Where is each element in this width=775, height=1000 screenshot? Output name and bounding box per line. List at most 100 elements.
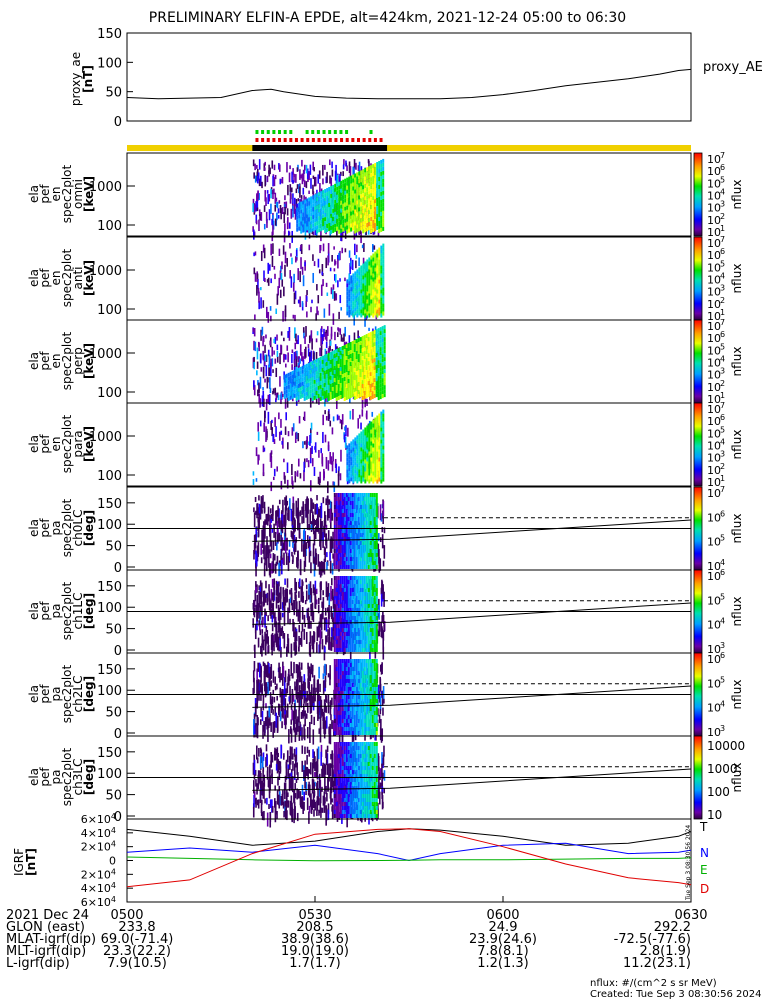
pa-cell bbox=[365, 604, 368, 608]
pa-pixel bbox=[316, 519, 319, 532]
spec-cell bbox=[309, 393, 312, 398]
pa-pixel bbox=[284, 497, 286, 506]
spec-cell bbox=[362, 263, 365, 268]
spec-cell bbox=[339, 358, 342, 363]
pa-cell bbox=[363, 576, 366, 580]
spec-cell bbox=[382, 409, 385, 414]
pa-cell bbox=[351, 644, 354, 648]
spec-cell bbox=[354, 437, 357, 442]
pa-cell bbox=[363, 640, 366, 644]
pa-pixel bbox=[330, 585, 332, 602]
pa-cell bbox=[359, 576, 362, 580]
spec-cell bbox=[358, 449, 361, 454]
spec-cell bbox=[352, 467, 355, 472]
spec-cell bbox=[376, 435, 379, 440]
spec-cell bbox=[325, 373, 328, 378]
spec-cell bbox=[382, 453, 385, 458]
spec-pixel bbox=[284, 264, 286, 277]
spec-cell bbox=[368, 293, 371, 298]
pa-cell bbox=[355, 545, 358, 549]
spec-cell bbox=[328, 226, 331, 231]
spec-cell bbox=[289, 391, 292, 396]
pa-pixel bbox=[326, 635, 328, 643]
spec-cell bbox=[366, 263, 369, 268]
pa-cell bbox=[351, 588, 354, 592]
spec-cell bbox=[362, 201, 365, 206]
spec-pixel bbox=[327, 347, 330, 354]
spec-cell bbox=[382, 170, 385, 175]
spec-cell bbox=[376, 166, 379, 171]
spec-cell bbox=[379, 363, 382, 368]
pa-cell bbox=[343, 549, 346, 553]
spec-cell bbox=[341, 353, 344, 358]
spec-cell bbox=[328, 202, 331, 207]
pa-pixel bbox=[310, 603, 312, 617]
spec-cell bbox=[333, 393, 336, 398]
pa-pixel bbox=[253, 549, 255, 560]
spec-cell bbox=[341, 369, 344, 374]
spec-cell bbox=[341, 377, 344, 382]
spec-cell bbox=[364, 277, 367, 282]
spec-cell bbox=[326, 196, 329, 201]
pa-pixel bbox=[301, 506, 303, 516]
spec-cell bbox=[361, 364, 364, 369]
pa-cell bbox=[333, 533, 336, 537]
spec-pixel bbox=[283, 353, 285, 363]
spec-pixel bbox=[339, 278, 341, 282]
spec-cell bbox=[342, 219, 345, 224]
pa-cell bbox=[361, 505, 364, 509]
pa-cell bbox=[355, 501, 358, 505]
pa-pixel bbox=[254, 496, 257, 502]
spec-cell bbox=[339, 386, 342, 391]
pa-cell bbox=[375, 628, 378, 632]
spec-cell bbox=[325, 361, 328, 366]
spec-cell bbox=[372, 475, 375, 480]
spec-pixel bbox=[339, 173, 341, 184]
spec-pixel bbox=[287, 431, 290, 437]
spec-pixel bbox=[258, 301, 260, 310]
spec-pixel bbox=[262, 366, 265, 379]
spec-cell bbox=[340, 192, 343, 197]
pa-cell bbox=[363, 493, 366, 497]
spec-cell bbox=[326, 212, 329, 217]
pa-cell bbox=[357, 648, 360, 652]
spec-cell bbox=[348, 301, 351, 306]
spec-cell bbox=[382, 247, 385, 252]
pa-cell bbox=[345, 620, 348, 624]
spec-pixel bbox=[323, 468, 325, 481]
spec-cell bbox=[378, 267, 381, 272]
spec-cell bbox=[347, 395, 350, 400]
spec-cell bbox=[324, 201, 327, 206]
pa-cell bbox=[347, 592, 350, 596]
pa-cell bbox=[373, 624, 376, 628]
spec-pixel bbox=[339, 250, 341, 261]
spec-pixel bbox=[260, 287, 262, 291]
spec-cell bbox=[366, 227, 369, 232]
pa-cell bbox=[345, 612, 348, 616]
spec-pixel bbox=[278, 248, 281, 256]
spec-cell bbox=[326, 188, 329, 193]
pa-pixel bbox=[258, 503, 261, 519]
spec-cell bbox=[337, 347, 340, 352]
spec-cell bbox=[379, 375, 382, 380]
pa-cell bbox=[365, 517, 368, 521]
pa-pixel bbox=[265, 557, 268, 572]
pa-pixel bbox=[284, 538, 287, 554]
spec-cell bbox=[319, 384, 322, 389]
spec-cell bbox=[326, 200, 329, 205]
spec-cell bbox=[368, 289, 371, 294]
spec-pixel bbox=[264, 277, 266, 283]
spec-cell bbox=[377, 376, 380, 381]
spec-cell bbox=[357, 382, 360, 387]
pa-pixel bbox=[272, 602, 275, 619]
spec-cell bbox=[304, 215, 307, 220]
spec-cell bbox=[378, 220, 381, 225]
spec-cell bbox=[378, 437, 381, 442]
spec-cell bbox=[362, 299, 365, 304]
spec-pixel bbox=[277, 286, 279, 296]
spec-pixel bbox=[294, 314, 296, 322]
pa-pixel bbox=[267, 636, 269, 645]
spec-pixel bbox=[269, 340, 272, 346]
pa-pixel bbox=[271, 578, 274, 588]
spec-cell bbox=[317, 369, 320, 374]
